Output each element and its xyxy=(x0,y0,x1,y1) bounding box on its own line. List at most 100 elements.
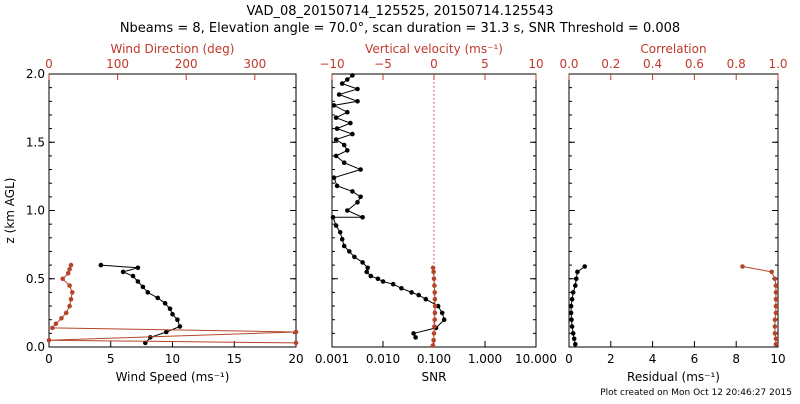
data-point xyxy=(431,269,436,275)
y-axis-label: z (km AGL) xyxy=(3,178,17,244)
x-tick-label: 10 xyxy=(165,352,180,366)
data-point xyxy=(355,86,360,92)
data-point xyxy=(65,271,71,276)
data-point xyxy=(350,131,355,137)
x-tick-label: 0 xyxy=(565,352,573,366)
x-tick-label: 6 xyxy=(691,352,699,366)
data-point xyxy=(175,317,180,323)
data-point xyxy=(569,317,574,323)
x-tick-label: 10.000 xyxy=(515,352,557,366)
data-point xyxy=(345,148,350,153)
data-point xyxy=(334,183,340,189)
data-point xyxy=(130,273,136,279)
data-point xyxy=(148,335,153,340)
top-tick-label: 0 xyxy=(430,57,438,71)
data-point xyxy=(430,343,436,348)
data-point xyxy=(348,120,353,126)
data-point xyxy=(164,329,169,335)
data-point xyxy=(355,99,360,104)
data-point xyxy=(773,342,779,347)
top-tick-label: 1.0 xyxy=(768,57,787,71)
data-point xyxy=(441,317,447,323)
top-tick-label: −5 xyxy=(374,57,392,71)
data-point xyxy=(345,109,350,115)
data-point xyxy=(568,303,574,309)
data-point xyxy=(177,324,183,329)
data-point xyxy=(331,175,337,180)
data-point xyxy=(570,290,576,295)
top-tick-label: 0 xyxy=(45,57,53,71)
data-point xyxy=(769,269,774,275)
data-point xyxy=(345,208,350,213)
y-tick-label: 2.0 xyxy=(26,67,45,81)
data-point xyxy=(330,215,336,220)
data-point xyxy=(574,276,579,282)
x-tick-label: 8 xyxy=(732,352,740,366)
top-tick-label: 200 xyxy=(175,57,198,71)
data-point xyxy=(70,290,75,295)
top-tick-label: 0.2 xyxy=(601,57,620,71)
data-point xyxy=(162,301,168,306)
data-point xyxy=(67,266,72,272)
title-line-2: Nbeams = 8, Elevation angle = 70.0°, sca… xyxy=(120,21,680,36)
data-point xyxy=(50,325,55,331)
data-point xyxy=(333,153,339,159)
x-axis-label: Residual (ms⁻¹) xyxy=(627,370,720,384)
title-line-1: VAD_08_20150714_125525, 20150714.125543 xyxy=(247,4,554,19)
top-axis-label: Vertical velocity (ms⁻¹) xyxy=(365,42,503,56)
data-point xyxy=(380,279,386,284)
vertical-velocity-panel: 0.001 0.010 0.100 1.000 10.000 −10 −5 0 5 10 SNR Ve… xyxy=(315,42,557,384)
data-point xyxy=(293,340,299,346)
data-point xyxy=(350,189,355,194)
data-point xyxy=(569,324,575,329)
data-point xyxy=(333,223,339,228)
y-tick-label: 1.0 xyxy=(26,204,45,218)
data-point xyxy=(358,194,363,200)
data-point xyxy=(336,92,342,97)
data-point xyxy=(46,337,52,343)
x-tick-label: 2 xyxy=(607,352,615,366)
data-point xyxy=(390,281,396,287)
data-point xyxy=(573,342,578,347)
data-point xyxy=(360,260,365,265)
data-point xyxy=(570,331,576,336)
data-point xyxy=(575,269,580,275)
data-point xyxy=(365,265,371,271)
data-point xyxy=(773,336,779,342)
x-tick-label: 15 xyxy=(227,352,242,366)
data-point xyxy=(432,296,438,302)
x-tick-label: 0.010 xyxy=(366,352,400,366)
data-point xyxy=(135,279,141,284)
footer-timestamp: Plot created on Mon Oct 12 20:46:27 2015 xyxy=(600,388,792,398)
y-tick-label: 1.5 xyxy=(26,135,45,149)
top-tick-label: −10 xyxy=(319,57,344,71)
data-point xyxy=(341,142,347,148)
data-point xyxy=(145,290,151,295)
data-point xyxy=(432,303,438,309)
data-point xyxy=(120,269,126,275)
top-tick-label: 300 xyxy=(243,57,266,71)
data-point xyxy=(170,311,175,317)
data-point xyxy=(411,331,416,336)
data-point xyxy=(773,283,779,288)
data-point xyxy=(331,103,337,108)
plot-frame xyxy=(48,73,297,348)
data-point xyxy=(399,286,404,291)
data-point xyxy=(409,290,414,295)
x-tick-label: 5 xyxy=(107,352,115,366)
data-point xyxy=(431,276,437,282)
data-point xyxy=(772,331,778,336)
data-point xyxy=(568,310,574,316)
top-axis-label: Wind Direction (deg) xyxy=(111,42,235,56)
data-point xyxy=(430,265,436,271)
data-point xyxy=(59,316,64,321)
data-point xyxy=(63,310,69,316)
x-tick-label: 0 xyxy=(45,352,53,366)
data-point xyxy=(571,336,577,342)
data-point xyxy=(423,296,429,302)
data-point xyxy=(140,284,146,290)
data-point xyxy=(772,317,778,323)
top-tick-label: 100 xyxy=(106,57,129,71)
